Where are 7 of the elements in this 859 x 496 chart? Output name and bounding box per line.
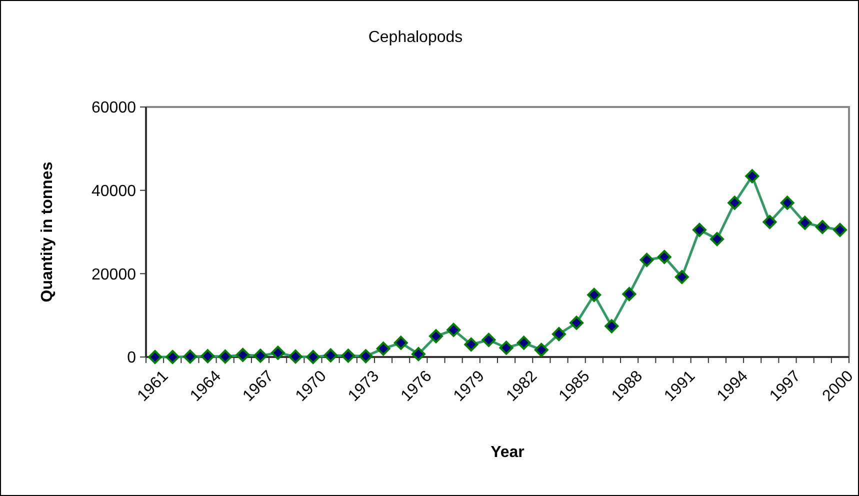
chart-title: Cephalopods (368, 29, 463, 46)
y-tick-label: 20000 (92, 266, 136, 284)
y-tick-label: 40000 (92, 182, 136, 200)
y-tick-label: 60000 (92, 100, 136, 117)
x-axis-title: Year (490, 444, 524, 461)
y-tick-label: 0 (127, 350, 136, 367)
y-axis-title: Quantity in tonnes (39, 162, 56, 302)
